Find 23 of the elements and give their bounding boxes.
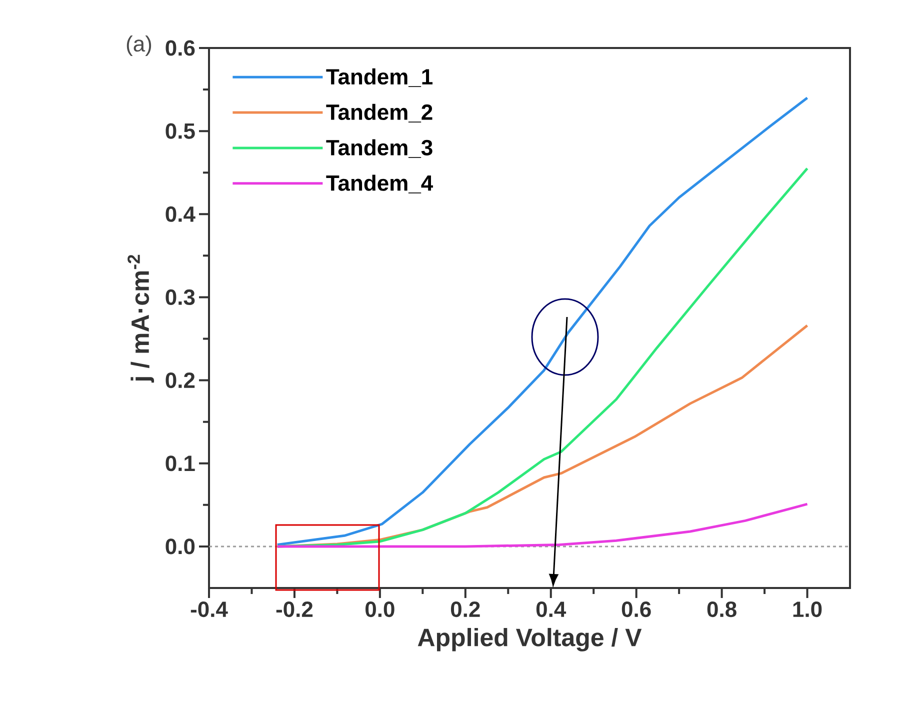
x-tick-label: 0.2	[450, 602, 480, 618]
y-tick-label: 0.6	[166, 40, 195, 56]
x-tick-label: 0.6	[622, 602, 651, 618]
legend-label: Tandem_2	[326, 104, 432, 122]
x-tick-label: 0.0	[366, 602, 394, 618]
x-tick-label: -0.2	[276, 602, 313, 618]
y-axis-title: j / mA·cm$^{-2}$	[128, 254, 154, 383]
x-tick-label: 0.4	[536, 602, 566, 618]
text: (a)	[126, 36, 152, 56]
y-tick-label: 0.3	[166, 289, 195, 306]
x-axis-title: Applied Voltage / V	[418, 628, 642, 652]
x-tick-label: 1.0	[793, 602, 822, 618]
y-tick-label: 0.0	[166, 538, 195, 554]
line-series	[276, 96, 809, 546]
legend-label: Tandem_4	[326, 174, 434, 194]
y-tick-label: 0.4	[166, 206, 196, 222]
x-tick-label: -0.4	[190, 602, 228, 618]
legend-label: Tandem_1	[326, 68, 433, 88]
legend-label: Tandem_3	[326, 139, 432, 158]
y-tick-label: 0.5	[166, 123, 195, 139]
x-tick-label: 0.8	[707, 602, 736, 618]
y-tick-label: 0.1	[166, 456, 195, 472]
y-tick-label: 0.2	[166, 372, 195, 388]
